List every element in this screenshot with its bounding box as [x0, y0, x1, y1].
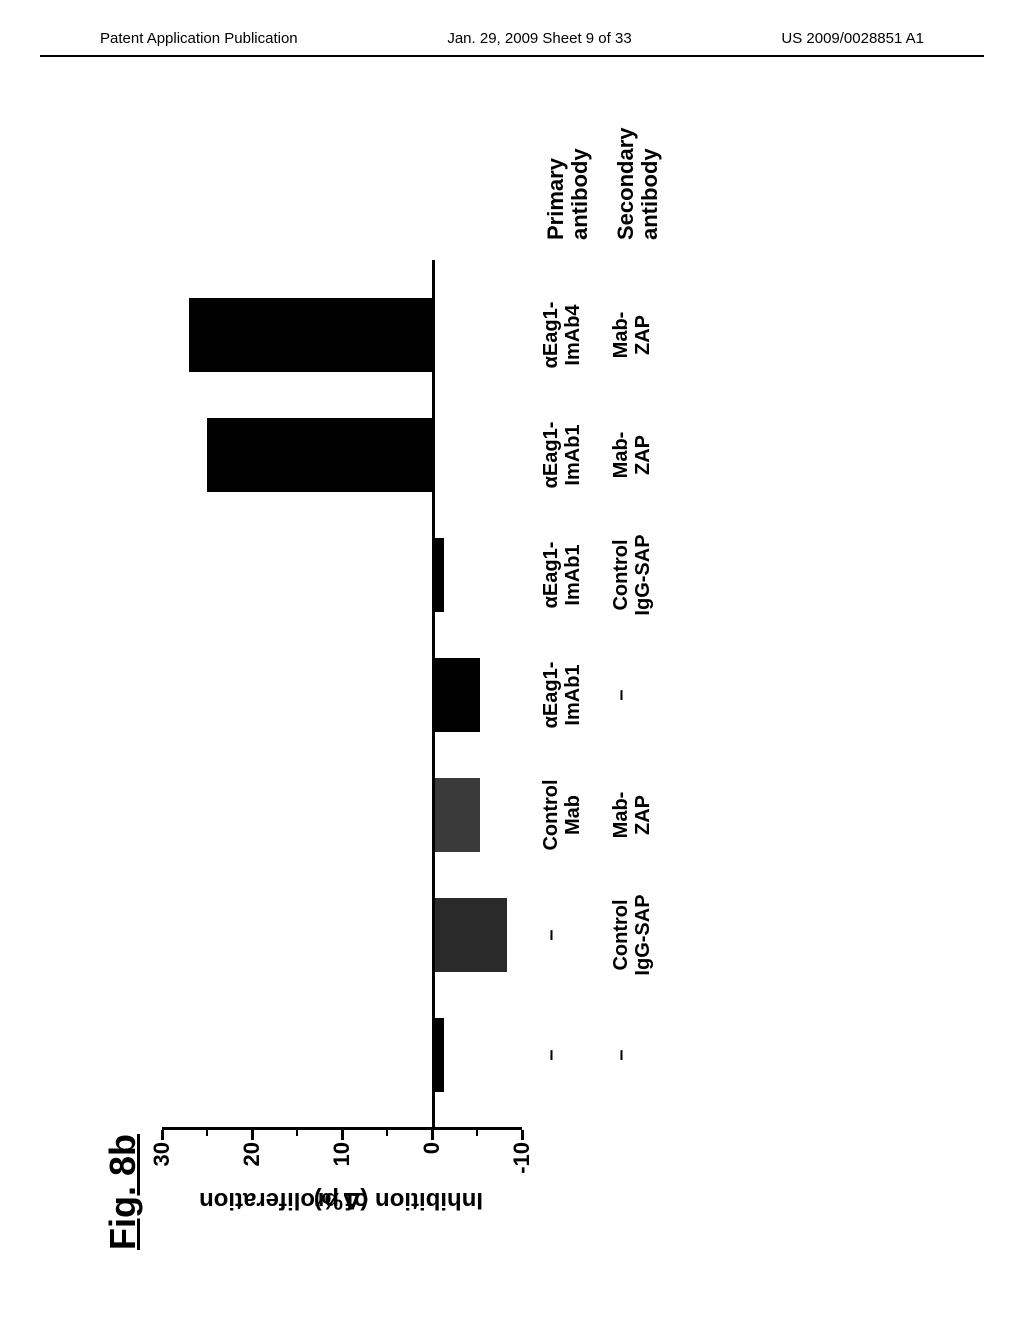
y-tick [521, 1130, 524, 1140]
x-label-cell: αEag1-ImAb1 [540, 640, 584, 750]
x-label-cell: – [610, 1000, 632, 1110]
y-tick-minor [476, 1130, 478, 1136]
row-caption-primary: Primaryantibody [544, 148, 592, 240]
x-label-cell: Mab-ZAP [610, 760, 654, 870]
y-tick-minor [386, 1130, 388, 1136]
page-header: Patent Application Publication Jan. 29, … [40, 0, 984, 57]
plot-area: -100102030 [162, 250, 522, 1130]
y-tick-label: 10 [329, 1142, 355, 1180]
header-right: US 2009/0028851 A1 [781, 30, 924, 47]
x-label-row-secondary: – ControlIgG-SAP Mab-ZAP – ControlIgG-SAP Mab… [610, 260, 672, 1130]
y-tick-label: 0 [419, 1142, 445, 1180]
y-tick-label: 20 [239, 1142, 265, 1180]
y-tick [161, 1130, 164, 1140]
chart-bar [435, 898, 507, 972]
chart-bar [435, 538, 444, 612]
x-label-cell: αEag1-ImAb1 [540, 520, 584, 630]
x-label-cell: Mab-ZAP [610, 280, 654, 390]
y-axis-label-line2: (Δ%) [221, 1186, 461, 1214]
y-tick [251, 1130, 254, 1140]
chart-bar [189, 298, 432, 372]
y-tick [431, 1130, 434, 1140]
x-label-cell: ControlMab [540, 760, 584, 870]
figure-rotated-container: Fig. 8b Inhibition of proliferation (Δ%)… [102, 130, 922, 1270]
x-label-cell: – [540, 1000, 562, 1110]
y-tick-label: 30 [149, 1142, 175, 1180]
bar-chart: Inhibition of proliferation (Δ%) -100102… [162, 150, 722, 1250]
header-left: Patent Application Publication [100, 30, 298, 47]
y-tick [341, 1130, 344, 1140]
chart-bar [435, 778, 480, 852]
y-tick-minor [296, 1130, 298, 1136]
chart-bar [435, 1018, 444, 1092]
x-label-cell: ControlIgG-SAP [610, 880, 654, 990]
y-tick-minor [206, 1130, 208, 1136]
x-label-cell: ControlIgG-SAP [610, 520, 654, 630]
row-caption-secondary: Secondaryantibody [614, 128, 662, 241]
header-center: Jan. 29, 2009 Sheet 9 of 33 [447, 30, 631, 47]
x-label-cell: αEag1-ImAb4 [540, 280, 584, 390]
x-label-cell: αEag1-ImAb1 [540, 400, 584, 510]
x-axis-labels: ––ControlMabαEag1-ImAb1αEag1-ImAb1αEag1-… [540, 260, 672, 1130]
y-axis-label-group: Inhibition of proliferation (Δ%) [162, 1200, 522, 1250]
chart-bar [435, 658, 480, 732]
y-tick-label: -10 [509, 1142, 535, 1180]
x-label-cell: – [540, 880, 562, 990]
chart-bar [207, 418, 432, 492]
x-label-cell: – [610, 640, 632, 750]
figure-label: Fig. 8b [102, 130, 144, 1250]
x-label-cell: Mab-ZAP [610, 400, 654, 510]
x-label-row-primary: –– ControlMab αEag1-ImAb1 αEag1-ImAb1 αEag1-… [540, 260, 602, 1130]
